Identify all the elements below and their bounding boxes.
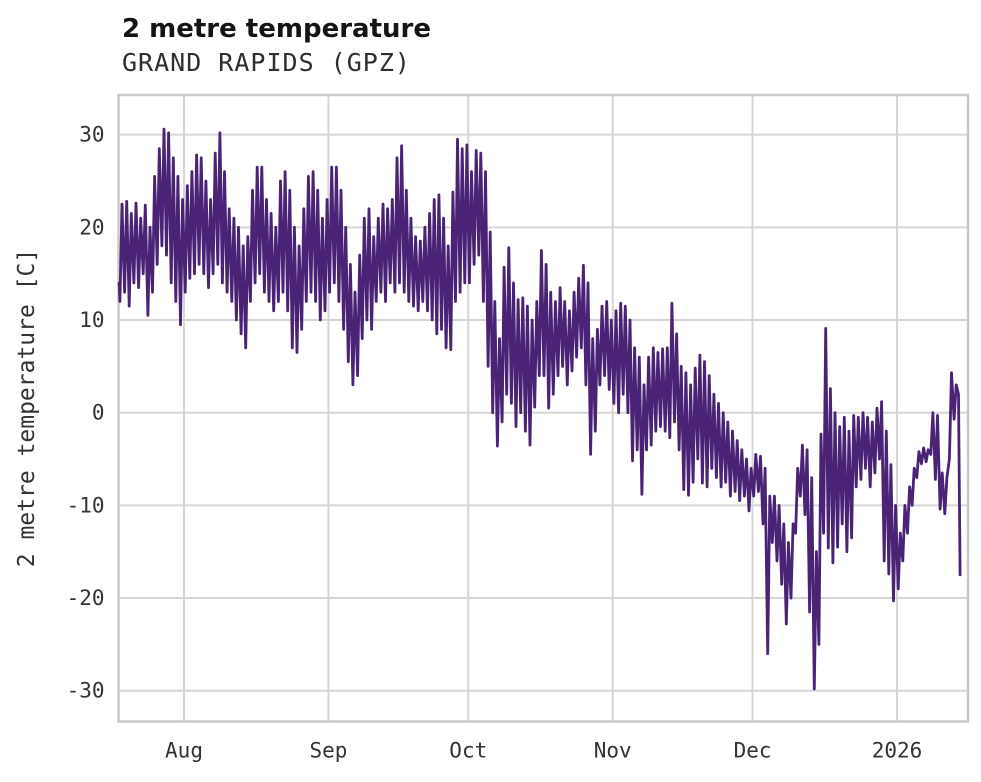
- y-tick-label: 0: [92, 401, 105, 425]
- y-axis-label: 2 metre temperature [C]: [14, 249, 40, 568]
- gridlines: [118, 95, 968, 722]
- x-tick-label: Sep: [309, 739, 347, 763]
- y-tick-label: 10: [79, 308, 104, 332]
- x-tick-label: Oct: [449, 739, 487, 763]
- x-tick-label: 2026: [872, 739, 923, 763]
- y-tick-label: -10: [67, 493, 105, 517]
- tick-labels: 30 20 10 0 -10 -20 -30 Aug Sep Oct Nov Dec 2026: [67, 123, 923, 763]
- x-tick-label: Dec: [734, 739, 772, 763]
- y-tick-label: 20: [79, 215, 104, 239]
- x-tick-label: Nov: [594, 739, 632, 763]
- temperature-series-line: [117, 127, 962, 691]
- plot-border: [117, 93, 970, 723]
- y-tick-label: -20: [67, 586, 105, 610]
- chart-title: 2 metre temperature: [122, 14, 431, 44]
- y-tick-label: 30: [79, 123, 104, 147]
- x-tick-label: Aug: [165, 739, 203, 763]
- y-tick-label: -30: [67, 679, 105, 703]
- chart-subtitle: GRAND RAPIDS (GPZ): [122, 48, 411, 77]
